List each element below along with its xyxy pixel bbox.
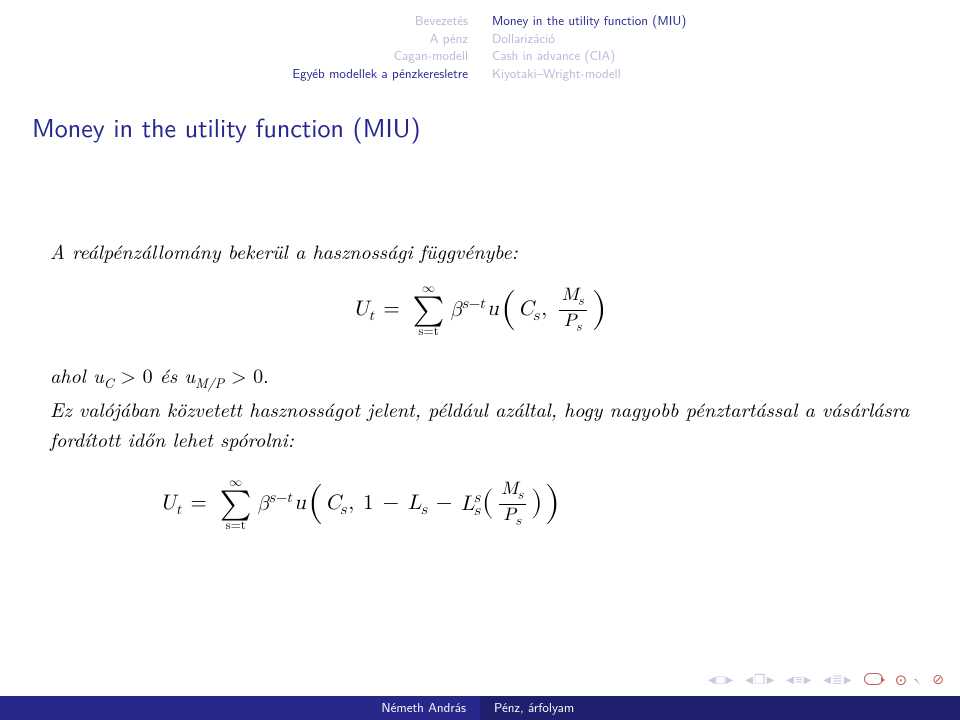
section-item[interactable]: A pénz <box>0 30 468 48</box>
slide: Bevezetés A pénz Cagan-modell Egyéb mode… <box>0 0 960 720</box>
nav-controls: ◀□▶ ◀❐▶ ◀≡▶ ◀≣▶ ⊙৲ ⊘ <box>708 668 944 690</box>
nav-search-icon[interactable]: ⊙ <box>895 668 908 690</box>
nav-circ-icon[interactable]: ⊘ <box>932 669 944 689</box>
footer-author: Németh András <box>0 696 480 720</box>
header-subsections-right: Money in the utility function (MIU) Doll… <box>480 12 960 82</box>
equation-1: Ut = ∞ ∑ s=t βs−t u ( Cs , Ms Ps ) <box>50 282 910 338</box>
subsection-item-active[interactable]: Money in the utility function (MIU) <box>492 12 960 30</box>
section-item[interactable]: Cagan-modell <box>0 47 468 65</box>
header-sections-left: Bevezetés A pénz Cagan-modell Egyéb mode… <box>0 12 480 82</box>
header: Bevezetés A pénz Cagan-modell Egyéb mode… <box>0 0 960 86</box>
footer-title: Pénz, árfolyam <box>480 696 960 720</box>
section-item-active[interactable]: Egyéb modellek a pénzkeresletre <box>0 65 468 83</box>
nav-prev-section[interactable]: ◀≡▶ <box>786 670 811 689</box>
condition-text: ahol uC > 0 és uM/P > 0. <box>50 360 910 394</box>
paragraph-2: Ez valójában közvetett hasznosságot jele… <box>50 394 910 454</box>
subsection-item[interactable]: Cash in advance (CIA) <box>492 47 960 65</box>
subsection-item[interactable]: Dollarizáció <box>492 30 960 48</box>
equation-2: Ut = ∞ ∑ s=t βs−t u ( Cs , 1 − Ls − Lss … <box>50 476 910 532</box>
intro-text: A reálpénzállomány bekerül a hasznossági… <box>50 236 910 266</box>
frame-body: A reálpénzállomány bekerül a hasznossági… <box>0 146 960 532</box>
frame-title: Money in the utility function (MIU) <box>0 86 960 146</box>
subsection-item[interactable]: Kiyotaki–Wright-modell <box>492 65 960 83</box>
nav-prev-frame[interactable]: ◀❐▶ <box>745 670 774 689</box>
nav-prev-subsection[interactable]: ◀≣▶ <box>823 670 851 689</box>
nav-prev-slide[interactable]: ◀□▶ <box>708 670 733 689</box>
footer: Németh András Pénz, árfolyam <box>0 696 960 720</box>
nav-loop-icon[interactable] <box>864 673 883 685</box>
section-item[interactable]: Bevezetés <box>0 12 468 30</box>
